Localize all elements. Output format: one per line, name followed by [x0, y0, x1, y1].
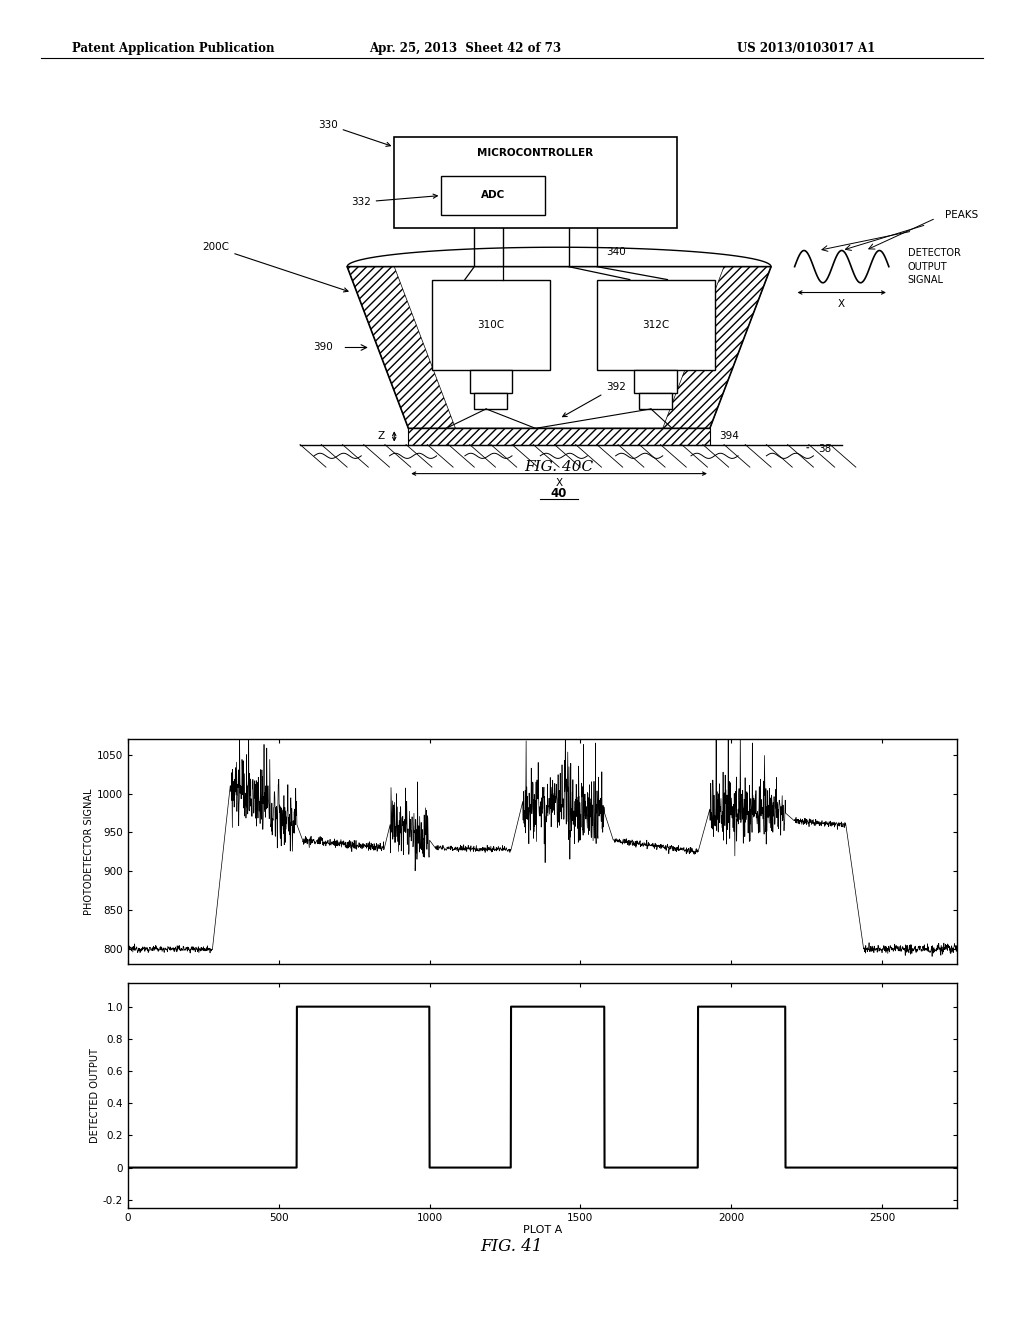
Bar [635, 370, 677, 393]
Text: 310C: 310C [477, 319, 505, 330]
Bar [409, 428, 710, 445]
Text: Apr. 25, 2013  Sheet 42 of 73: Apr. 25, 2013 Sheet 42 of 73 [369, 41, 561, 54]
Text: 390: 390 [313, 342, 333, 352]
Bar [394, 137, 677, 228]
Bar [432, 280, 550, 370]
Text: PEAKS: PEAKS [945, 210, 979, 220]
Text: X: X [839, 298, 845, 309]
Text: 394: 394 [719, 432, 739, 441]
Y-axis label: PHOTODETECTOR SIGNAL: PHOTODETECTOR SIGNAL [84, 788, 94, 915]
Bar [474, 393, 507, 409]
Text: 40: 40 [551, 487, 567, 499]
Text: ADC: ADC [481, 190, 505, 201]
Bar [639, 393, 672, 409]
Text: DETECTOR
OUTPUT
SIGNAL: DETECTOR OUTPUT SIGNAL [907, 248, 961, 285]
Y-axis label: DETECTED OUTPUT: DETECTED OUTPUT [90, 1048, 100, 1143]
Text: 392: 392 [562, 381, 626, 417]
Text: 332: 332 [351, 194, 437, 207]
Text: Z: Z [378, 432, 385, 441]
Text: FIG. 41: FIG. 41 [480, 1238, 544, 1254]
Text: 200C: 200C [203, 243, 348, 292]
Text: 312C: 312C [642, 319, 670, 330]
X-axis label: PLOT A: PLOT A [523, 1225, 562, 1236]
Text: US 2013/0103017 A1: US 2013/0103017 A1 [737, 41, 876, 54]
Text: MICROCONTROLLER: MICROCONTROLLER [477, 148, 594, 158]
Text: 330: 330 [318, 120, 390, 147]
Bar [470, 370, 512, 393]
Bar [597, 280, 715, 370]
Text: 38: 38 [818, 445, 831, 454]
Polygon shape [347, 267, 771, 428]
Bar [441, 176, 545, 215]
Text: FIG. 40C: FIG. 40C [524, 461, 594, 474]
Text: 340: 340 [606, 247, 626, 257]
Text: X: X [556, 478, 562, 488]
Text: Patent Application Publication: Patent Application Publication [72, 41, 274, 54]
